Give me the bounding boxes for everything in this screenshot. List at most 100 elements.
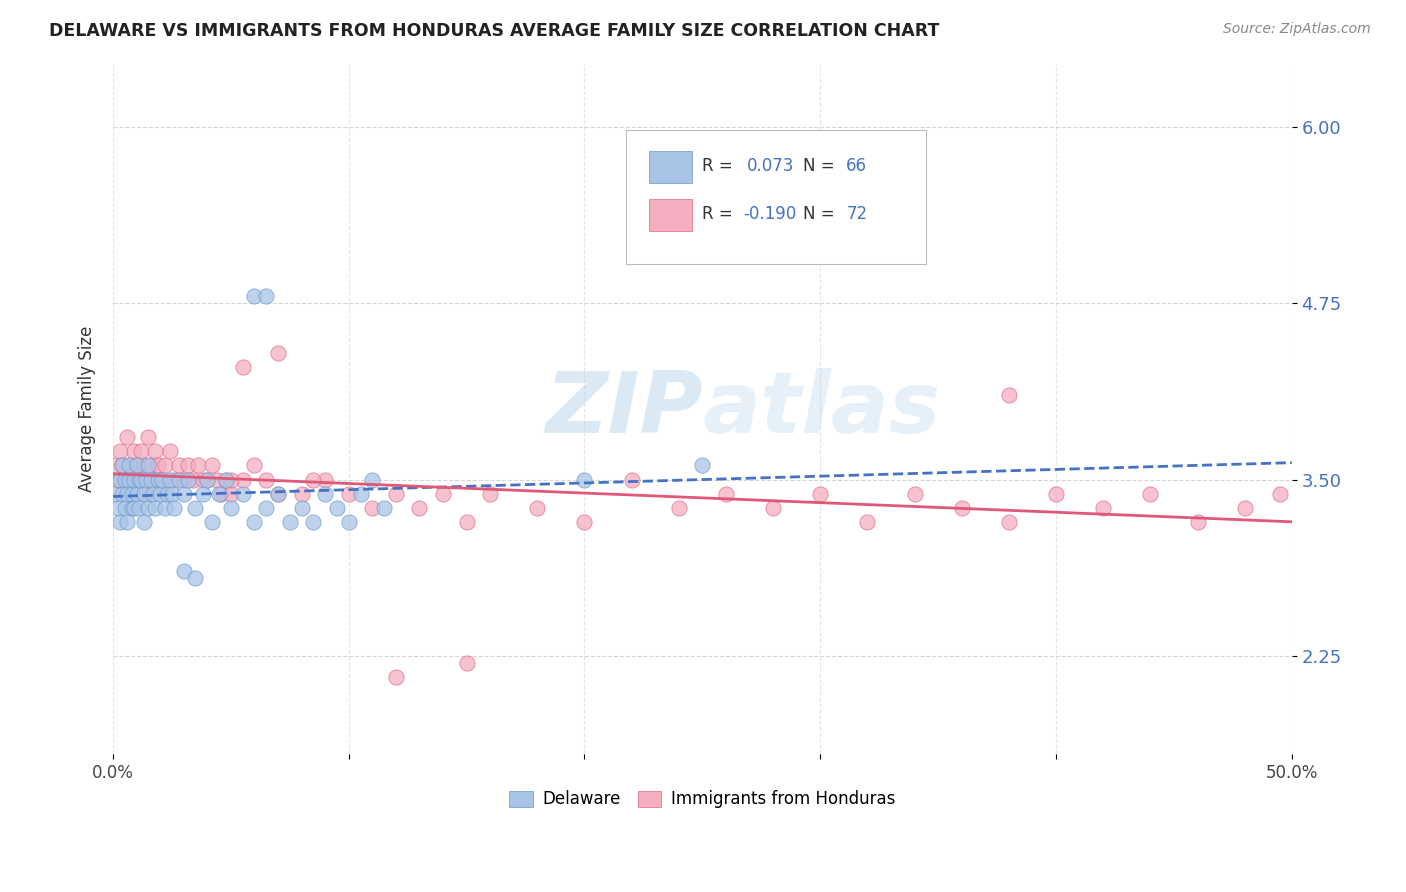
Point [998, 388, 1021, 402]
Point [574, 473, 596, 487]
Point [302, 473, 325, 487]
Point [215, 473, 238, 487]
Point [128, 500, 150, 515]
Point [479, 486, 502, 500]
Point [361, 500, 384, 515]
Point [111, 458, 134, 473]
Point [714, 486, 737, 500]
Point [267, 486, 290, 500]
Point [232, 359, 254, 374]
Point [267, 486, 290, 500]
Point [142, 486, 165, 500]
Point [219, 473, 242, 487]
Point [125, 458, 148, 473]
Point [808, 486, 831, 500]
Point [456, 656, 478, 670]
Point [159, 473, 181, 487]
Point [111, 458, 134, 473]
Point [128, 473, 150, 487]
Point [108, 444, 131, 458]
Text: atlas: atlas [703, 368, 941, 450]
Point [146, 458, 169, 473]
Point [243, 515, 266, 529]
Point [232, 486, 254, 500]
Point [191, 486, 214, 500]
Point [136, 430, 159, 444]
Point [135, 473, 157, 487]
Point [856, 515, 879, 529]
Point [142, 473, 165, 487]
Point [107, 500, 129, 515]
Point [122, 500, 145, 515]
Point [129, 473, 152, 487]
Point [1233, 500, 1256, 515]
Point [108, 515, 131, 529]
Point [135, 486, 157, 500]
Point [132, 458, 155, 473]
Point [208, 486, 231, 500]
Point [195, 473, 218, 487]
Point [195, 473, 218, 487]
Point [1139, 486, 1161, 500]
Point [290, 486, 312, 500]
Point [290, 500, 312, 515]
Point [153, 458, 176, 473]
Point [122, 473, 145, 487]
Point [219, 486, 242, 500]
Point [302, 515, 325, 529]
Point [125, 486, 148, 500]
Text: 72: 72 [846, 205, 868, 223]
Point [118, 458, 141, 473]
Point [139, 458, 162, 473]
Point [668, 500, 690, 515]
Point [1092, 500, 1115, 515]
Point [108, 473, 131, 487]
Text: N =: N = [803, 156, 839, 175]
Point [385, 486, 408, 500]
Point [254, 473, 277, 487]
Point [153, 500, 176, 515]
Point [156, 486, 179, 500]
Point [115, 515, 138, 529]
Point [187, 458, 209, 473]
Point [114, 500, 136, 515]
Point [314, 473, 336, 487]
Text: 0.073: 0.073 [747, 156, 794, 175]
Point [114, 473, 136, 487]
Point [620, 473, 643, 487]
Point [167, 473, 190, 487]
Point [201, 458, 224, 473]
Text: R =: R = [703, 205, 738, 223]
Point [111, 486, 134, 500]
Point [232, 473, 254, 487]
Point [385, 670, 408, 684]
Text: N =: N = [803, 205, 839, 223]
Point [205, 473, 228, 487]
Text: Source: ZipAtlas.com: Source: ZipAtlas.com [1223, 22, 1371, 37]
Point [361, 473, 384, 487]
Point [107, 473, 129, 487]
Point [337, 486, 360, 500]
Point [337, 515, 360, 529]
Point [125, 458, 148, 473]
Point [1268, 486, 1291, 500]
Point [167, 458, 190, 473]
Point [160, 486, 183, 500]
Point [104, 458, 127, 473]
Point [456, 515, 478, 529]
Text: -0.190: -0.190 [744, 205, 797, 223]
Point [121, 500, 143, 515]
Point [132, 486, 155, 500]
Point [184, 571, 207, 585]
Text: 66: 66 [846, 156, 868, 175]
Point [177, 473, 200, 487]
Point [1045, 486, 1067, 500]
Point [139, 473, 162, 487]
Text: ZIP: ZIP [544, 368, 703, 450]
Point [114, 473, 136, 487]
Point [574, 515, 596, 529]
Point [173, 473, 195, 487]
Point [254, 500, 277, 515]
Y-axis label: Average Family Size: Average Family Size [79, 326, 96, 492]
Point [349, 486, 371, 500]
